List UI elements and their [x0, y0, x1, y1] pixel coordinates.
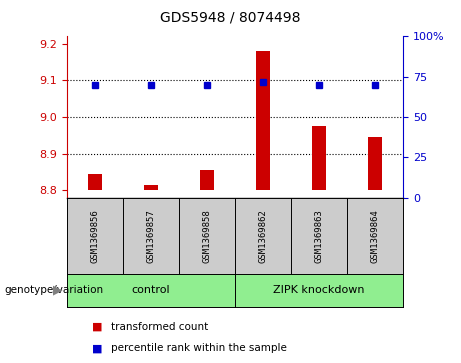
- Text: ■: ■: [92, 343, 103, 354]
- Text: GSM1369856: GSM1369856: [90, 209, 100, 263]
- Text: ■: ■: [92, 322, 103, 332]
- Text: GSM1369862: GSM1369862: [259, 209, 268, 263]
- Text: percentile rank within the sample: percentile rank within the sample: [111, 343, 287, 354]
- Text: GSM1369858: GSM1369858: [202, 209, 212, 263]
- Bar: [368, 137, 382, 191]
- Bar: [144, 185, 158, 191]
- Text: ZIPK knockdown: ZIPK knockdown: [273, 285, 365, 295]
- Bar: [312, 126, 326, 191]
- Bar: [88, 174, 102, 191]
- Text: genotype/variation: genotype/variation: [5, 285, 104, 295]
- Text: GSM1369857: GSM1369857: [147, 209, 155, 263]
- Text: GSM1369864: GSM1369864: [371, 209, 380, 263]
- Text: GSM1369863: GSM1369863: [315, 209, 324, 263]
- Text: transformed count: transformed count: [111, 322, 208, 332]
- Bar: [256, 51, 270, 191]
- Text: GDS5948 / 8074498: GDS5948 / 8074498: [160, 11, 301, 25]
- Bar: [200, 170, 214, 191]
- Text: control: control: [132, 285, 170, 295]
- Text: ▶: ▶: [53, 284, 62, 297]
